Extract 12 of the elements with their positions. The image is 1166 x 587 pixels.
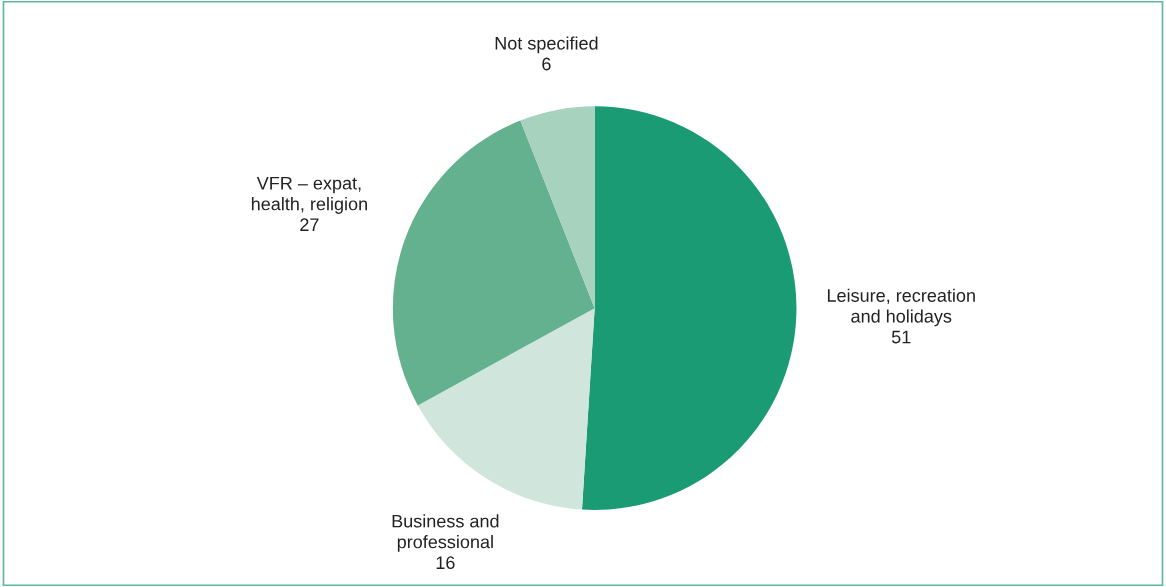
slice-label: Not specified [495,36,598,54]
data-label: 6 [542,57,551,71]
data-label: 16 [436,556,455,570]
pie-slice [392,120,595,406]
pie-slice [417,308,595,510]
pie-slice [520,106,595,309]
slice-label: Leisure, recreation and holidays [827,288,975,327]
data-label: 51 [891,330,911,344]
data-label: 27 [300,218,319,231]
pie-slice [581,106,797,510]
slice-label: VFR – expat, health, religion [251,176,367,214]
slice-label: Business and professional [392,514,499,552]
